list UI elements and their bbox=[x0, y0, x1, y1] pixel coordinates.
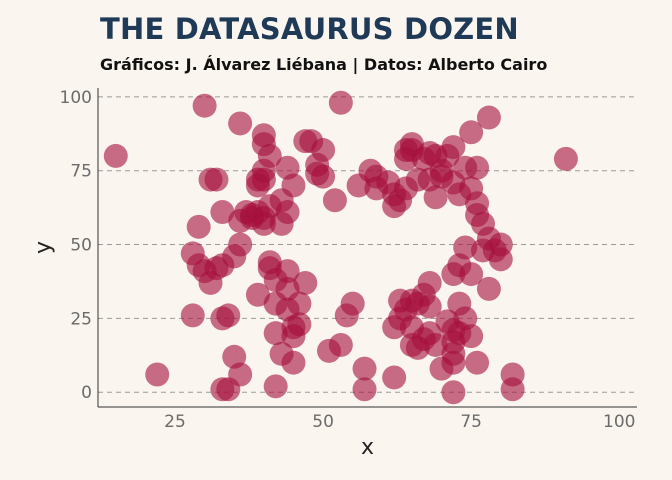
y-tick-label: 75 bbox=[70, 162, 92, 182]
data-point bbox=[500, 377, 525, 402]
data-point bbox=[311, 164, 336, 189]
data-point bbox=[453, 235, 478, 260]
data-point bbox=[459, 120, 484, 145]
x-tick-label: 50 bbox=[312, 412, 334, 432]
y-tick-label: 0 bbox=[81, 383, 92, 403]
data-point bbox=[340, 291, 365, 316]
data-point bbox=[245, 282, 270, 307]
data-point bbox=[459, 324, 484, 349]
data-point bbox=[553, 146, 578, 171]
data-point bbox=[186, 214, 211, 239]
data-point bbox=[423, 185, 448, 210]
chart-title: THE DATASAURUS DOZEN bbox=[100, 12, 519, 46]
x-tick-label: 75 bbox=[460, 412, 482, 432]
y-tick-label: 100 bbox=[60, 88, 92, 108]
data-point bbox=[459, 262, 484, 287]
data-point bbox=[251, 167, 276, 192]
data-point bbox=[441, 380, 466, 405]
data-point bbox=[352, 356, 377, 381]
data-point bbox=[465, 155, 490, 180]
data-point bbox=[263, 374, 288, 399]
data-point bbox=[476, 276, 501, 301]
data-point bbox=[281, 350, 306, 375]
data-point bbox=[293, 270, 318, 295]
chart-subtitle: Gráficos: J. Álvarez Liébana | Datos: Al… bbox=[100, 55, 548, 74]
data-point bbox=[216, 303, 241, 328]
data-point bbox=[275, 200, 300, 225]
data-point bbox=[311, 138, 336, 163]
data-point bbox=[322, 188, 347, 213]
data-point bbox=[287, 291, 312, 316]
data-point bbox=[441, 135, 466, 160]
data-point bbox=[417, 270, 442, 295]
data-point bbox=[465, 350, 490, 375]
data-point bbox=[228, 362, 253, 387]
data-point bbox=[145, 362, 170, 387]
data-point bbox=[192, 93, 217, 118]
data-point bbox=[103, 143, 128, 168]
data-point bbox=[423, 332, 448, 357]
data-point bbox=[210, 200, 235, 225]
data-point bbox=[257, 143, 282, 168]
data-point bbox=[328, 332, 353, 357]
y-tick-label: 50 bbox=[70, 236, 92, 256]
x-axis-title: x bbox=[361, 435, 374, 460]
data-point bbox=[204, 167, 229, 192]
x-tick-label: 100 bbox=[603, 412, 635, 432]
data-point bbox=[287, 312, 312, 337]
y-tick-label: 25 bbox=[70, 309, 92, 329]
data-point bbox=[281, 173, 306, 198]
data-point bbox=[328, 90, 353, 115]
data-point bbox=[228, 232, 253, 257]
y-axis-title: y bbox=[31, 241, 56, 254]
data-point bbox=[180, 303, 205, 328]
data-point bbox=[488, 232, 513, 257]
data-point bbox=[228, 111, 253, 136]
data-point bbox=[352, 377, 377, 402]
data-points bbox=[103, 90, 578, 405]
data-point bbox=[476, 105, 501, 130]
data-point bbox=[275, 259, 300, 284]
axis-ticks: 25 50 75 100 0 25 50 75 100 bbox=[60, 88, 636, 432]
grid-lines bbox=[98, 96, 637, 393]
data-point bbox=[417, 294, 442, 319]
x-tick-label: 25 bbox=[164, 412, 186, 432]
data-point bbox=[441, 350, 466, 375]
data-point bbox=[382, 365, 407, 390]
